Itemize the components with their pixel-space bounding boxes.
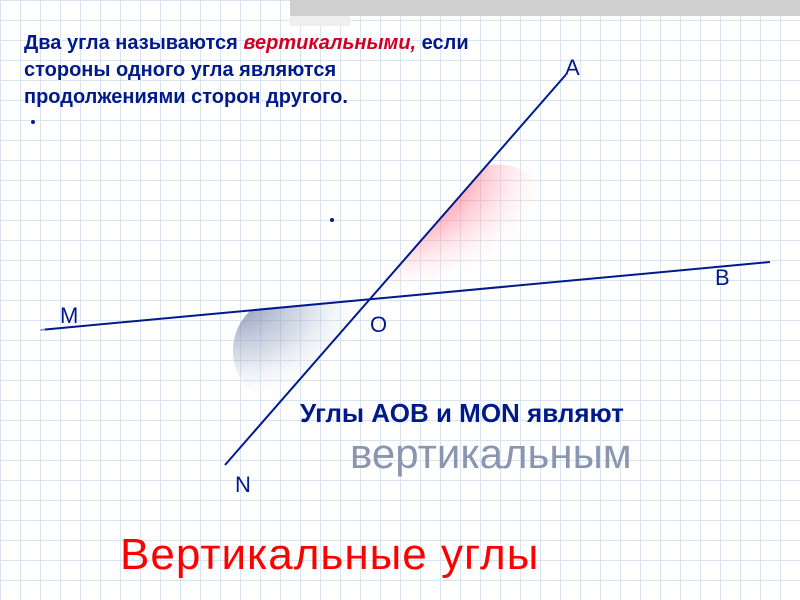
- line-end-soft: [39, 327, 45, 333]
- definition-part1: Два угла называются: [24, 32, 243, 54]
- bottom-title: Вертикальные углы: [120, 530, 539, 580]
- definition-text: Два угла называются вертикальными, если …: [24, 30, 484, 111]
- angle-fill-aob: [370, 164, 558, 300]
- definition-keyword: вертикальными,: [243, 32, 416, 54]
- label-b: В: [715, 265, 730, 291]
- angle-fill-mon: [233, 300, 370, 405]
- label-n: N: [235, 472, 251, 498]
- label-m: М: [60, 303, 78, 329]
- caption-line1: Углы АОВ и МОN являют: [300, 398, 624, 429]
- artifact-dot: [330, 218, 334, 222]
- label-a: А: [565, 55, 580, 81]
- caption-line2: вертикальным: [350, 430, 632, 478]
- artifact-dot: [31, 120, 35, 124]
- label-o: O: [370, 312, 387, 338]
